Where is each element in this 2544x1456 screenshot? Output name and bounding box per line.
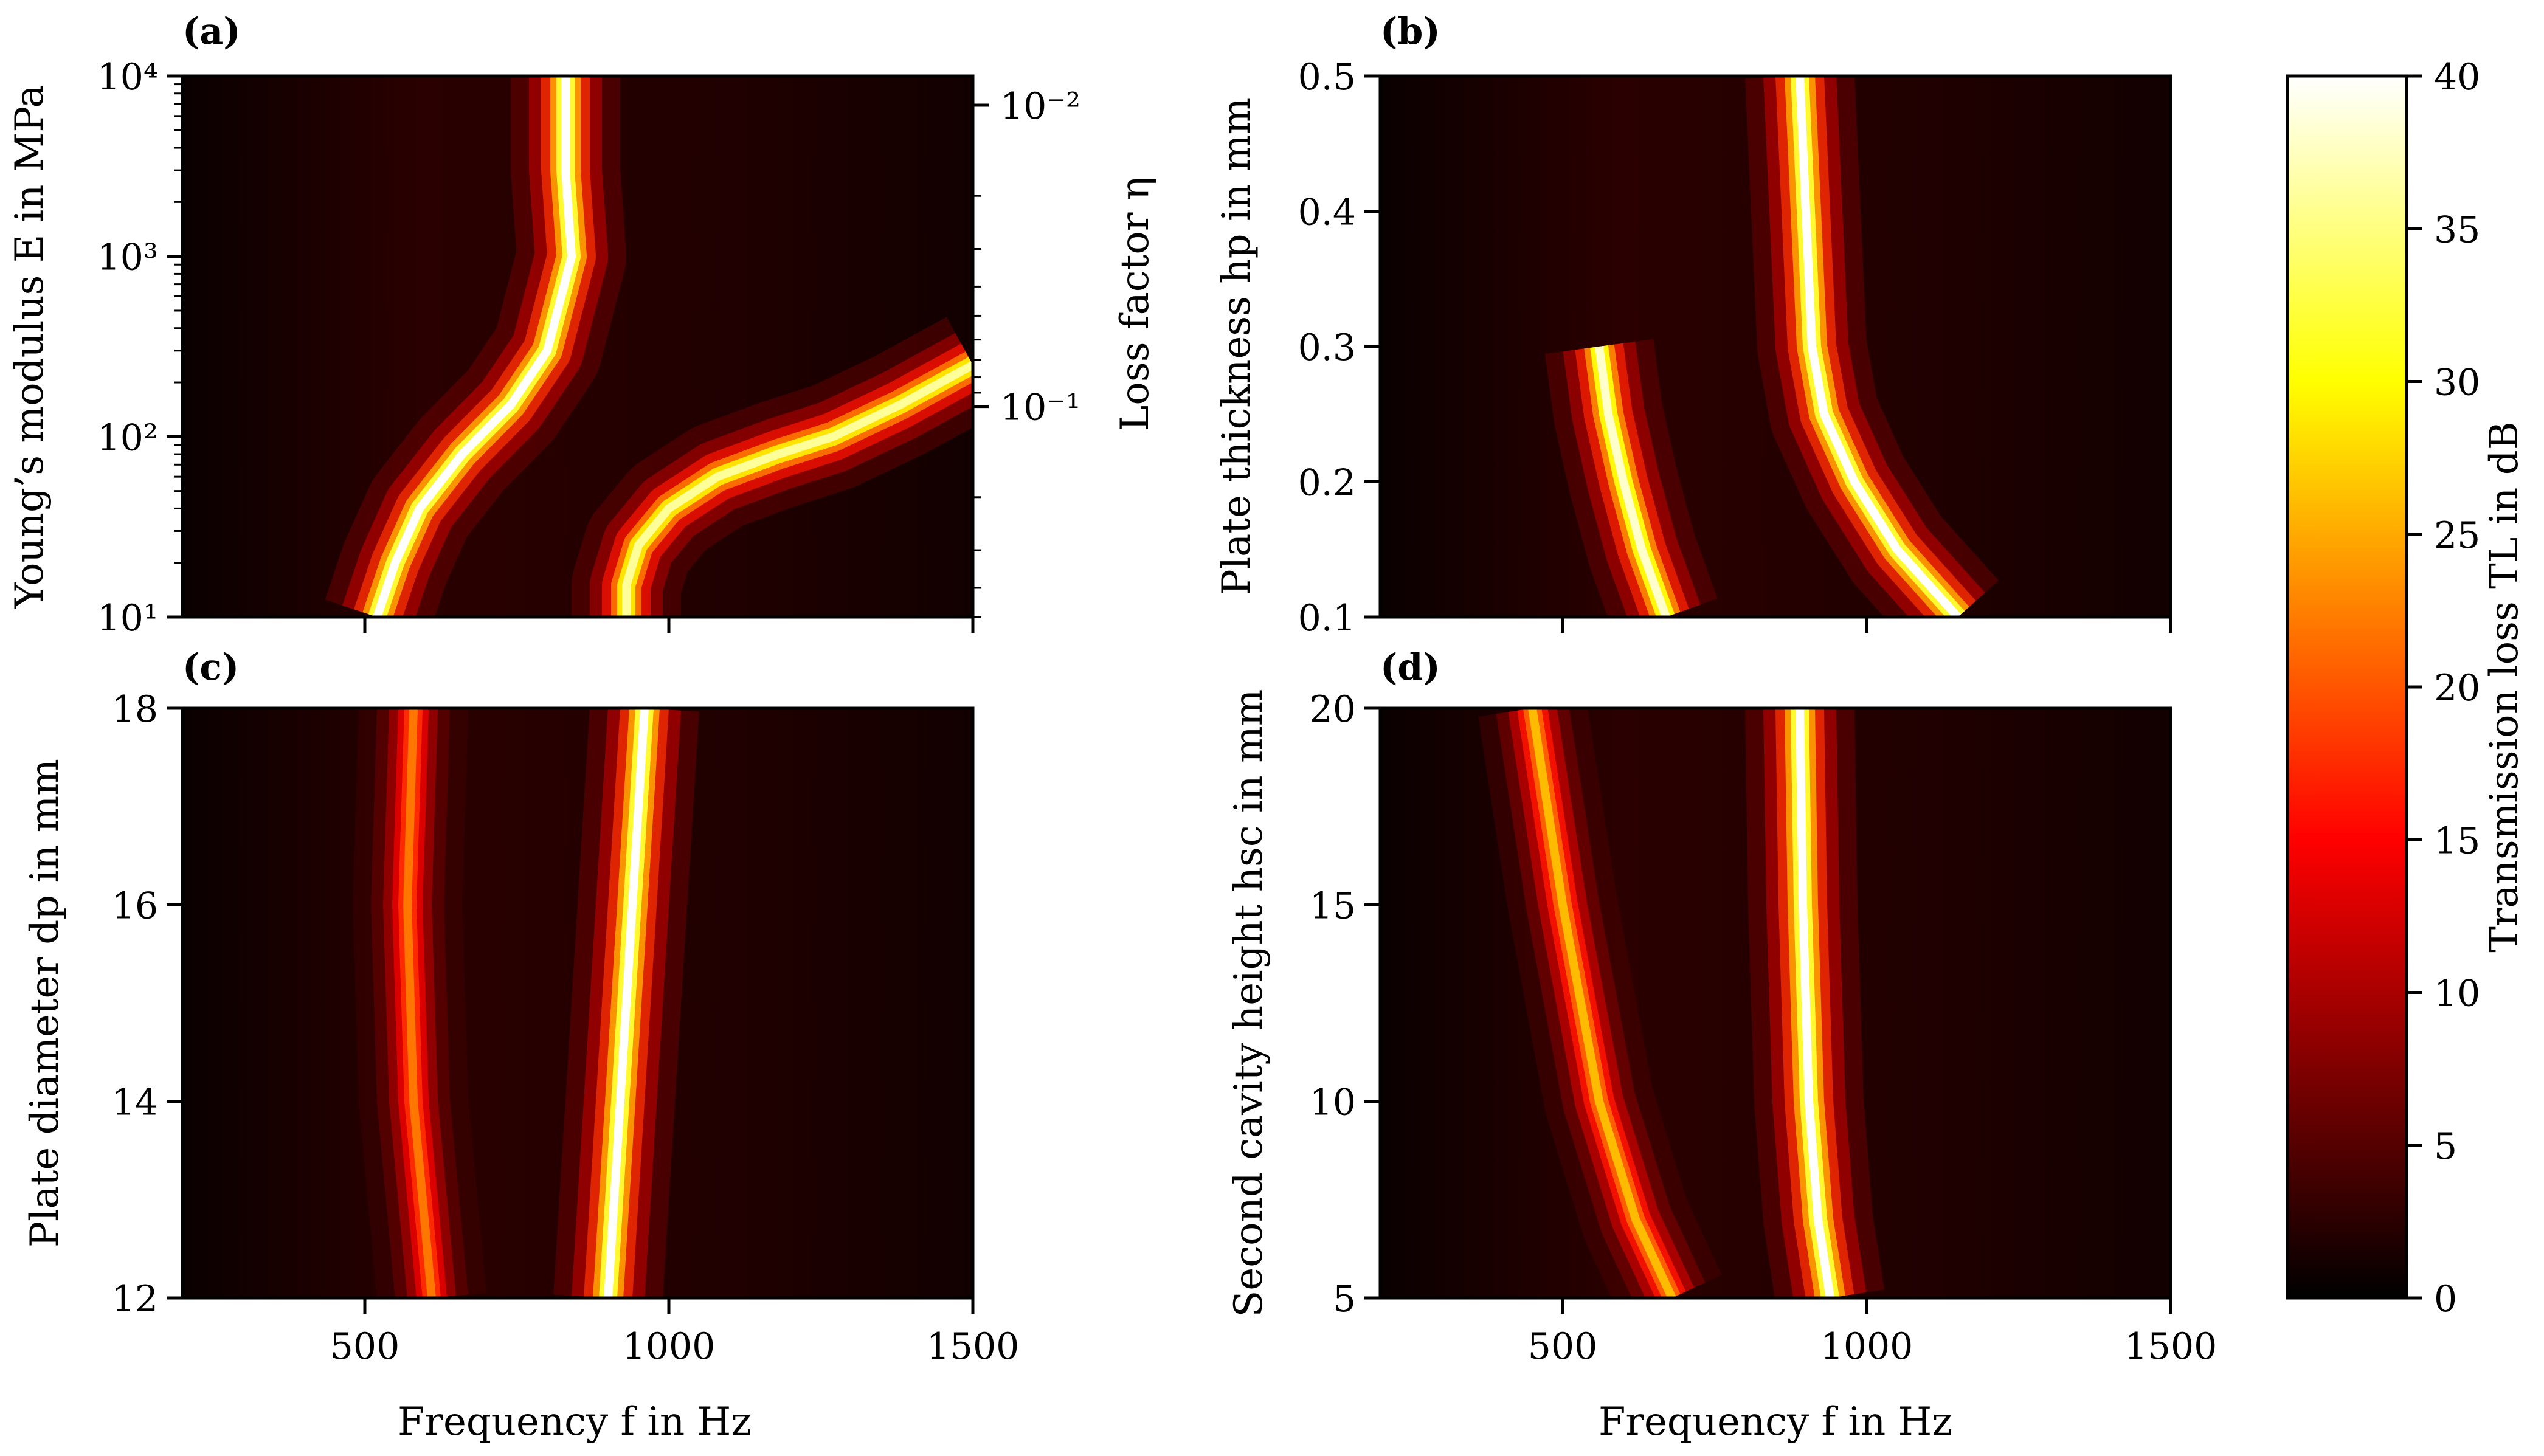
panel-b: (b) 0.1 0.2 0.3 0.4 0.5 Plate thickness hp i… [1214,10,2172,640]
y-tick-label: 12 [112,1278,158,1320]
y-tick-label: 10 [1310,1082,1356,1124]
colorbar-tick-label: 5 [2434,1125,2457,1168]
colorbar-tick-label: 15 [2434,819,2480,862]
panel-c-y-label: Plate diameter dp in mm [22,759,67,1247]
y-tick-label: 10³ [97,236,158,279]
panel-a-y2-label: Loss factor η [1113,177,1158,431]
panel-b-y-axis: 0.1 0.2 0.3 0.4 0.5 [1298,56,1380,640]
x-tick-label: 1500 [2124,1325,2217,1368]
panel-a-frame [181,74,975,619]
panel-b-label: (b) [1380,10,1440,53]
y-tick-label: 0.1 [1298,597,1356,640]
panel-d-y-label: Second cavity height hsc in mm [1226,689,1271,1317]
y-tick-label: 0.3 [1298,326,1356,369]
y2-tick-label: 10⁻² [1000,85,1080,128]
panel-a-ridge-1-layer-6 [373,76,576,617]
colorbar-tick-label: 0 [2434,1278,2457,1320]
colorbar-tick-label: 25 [2434,514,2480,557]
y-tick-label: 10⁴ [97,56,158,98]
panel-c: (c) 12 14 16 18 500 1000 1500 Plate diameter … [22,646,1019,1444]
y-tick-label: 10¹ [97,597,158,640]
panel-d-x-axis: 500 1000 1500 [1528,1298,2217,1368]
x-tick-label: 500 [330,1325,400,1368]
colorbar-label: Transmission loss TL in dB [2482,421,2527,953]
panel-d-label: (d) [1380,646,1440,689]
panel-b-x-axis [1561,617,2172,633]
x-tick-label: 1500 [927,1325,1020,1368]
panel-a-x-axis [363,617,975,633]
panel-d-ridge-1-layer-6 [1796,708,1834,1298]
y-tick-label: 0.5 [1298,56,1356,98]
y-tick-label: 14 [112,1082,158,1124]
panel-c-heatmap [182,708,973,1298]
y-tick-label: 5 [1333,1278,1356,1320]
panel-a-ridge-2-layer-6 [622,361,973,617]
y-tick-label: 15 [1310,885,1356,927]
x-tick-label: 1000 [623,1325,716,1368]
colorbar-tick-label: 40 [2434,56,2480,98]
colorbar-tick-label: 10 [2434,973,2480,1015]
panel-d-heatmap [1380,708,2171,1298]
panel-d-y-axis: 5 10 15 20 [1310,688,1380,1320]
panel-c-x-label: Frequency f in Hz [398,1399,752,1444]
colorbar-tick-label: 20 [2434,667,2480,709]
colorbar-tick-label: 30 [2434,362,2480,404]
panel-c-label: (c) [182,646,239,689]
y-tick-label: 20 [1310,688,1356,731]
colorbar-tick-label: 35 [2434,209,2480,251]
panel-b-ridge-2-layer-6 [1595,346,1670,617]
panel-b-heatmap [1380,76,2171,617]
y-tick-label: 10² [97,416,158,459]
panel-d-ridge-2-layer-6 [1528,708,1676,1298]
panel-a-heatmap [182,76,973,617]
x-tick-label: 1000 [1820,1325,1913,1368]
y-tick-label: 18 [112,688,158,731]
x-tick-label: 500 [1528,1325,1598,1368]
panel-d-x-label: Frequency f in Hz [1599,1399,1952,1444]
panel-a-y-label: Young’s modulus E in MPa [7,85,52,609]
colorbar-gradient [2287,76,2407,1298]
panel-a-label: (a) [182,10,241,53]
panel-d: (d) 5 10 15 20 500 1000 1500 Second cavity he… [1226,646,2217,1444]
panel-a-y2-axis: 10⁻² 10⁻¹ [973,85,1080,618]
panel-b-y-label: Plate thickness hp in mm [1214,98,1259,596]
y-tick-label: 16 [112,885,158,927]
panel-c-y-axis: 12 14 16 18 [112,688,182,1320]
colorbar-ticks: 0 5 10 15 20 25 30 35 40 [2407,56,2480,1320]
panel-b-ridge-1-layer-6 [1796,76,1962,617]
panel-c-x-axis: 500 1000 1500 [330,1298,1020,1368]
y-tick-label: 0.4 [1298,191,1356,234]
panel-c-ridge-2-layer-6 [403,708,436,1298]
panel-a: (a) 10¹ 10² 10³ 10⁴ 10⁻² 10⁻¹ Young’s modulu… [7,10,1158,640]
y2-tick-label: 10⁻¹ [1000,387,1080,429]
panel-c-ridge-1-layer-6 [604,708,649,1298]
colorbar: 0 5 10 15 20 25 30 35 40 Transmission loss TL in… [2286,56,2527,1320]
panel-d-frame [1378,706,2172,1300]
panel-a-y-axis: 10¹ 10² 10³ 10⁴ [97,56,182,640]
y-tick-label: 0.2 [1298,462,1356,505]
panel-c-frame [181,706,975,1300]
